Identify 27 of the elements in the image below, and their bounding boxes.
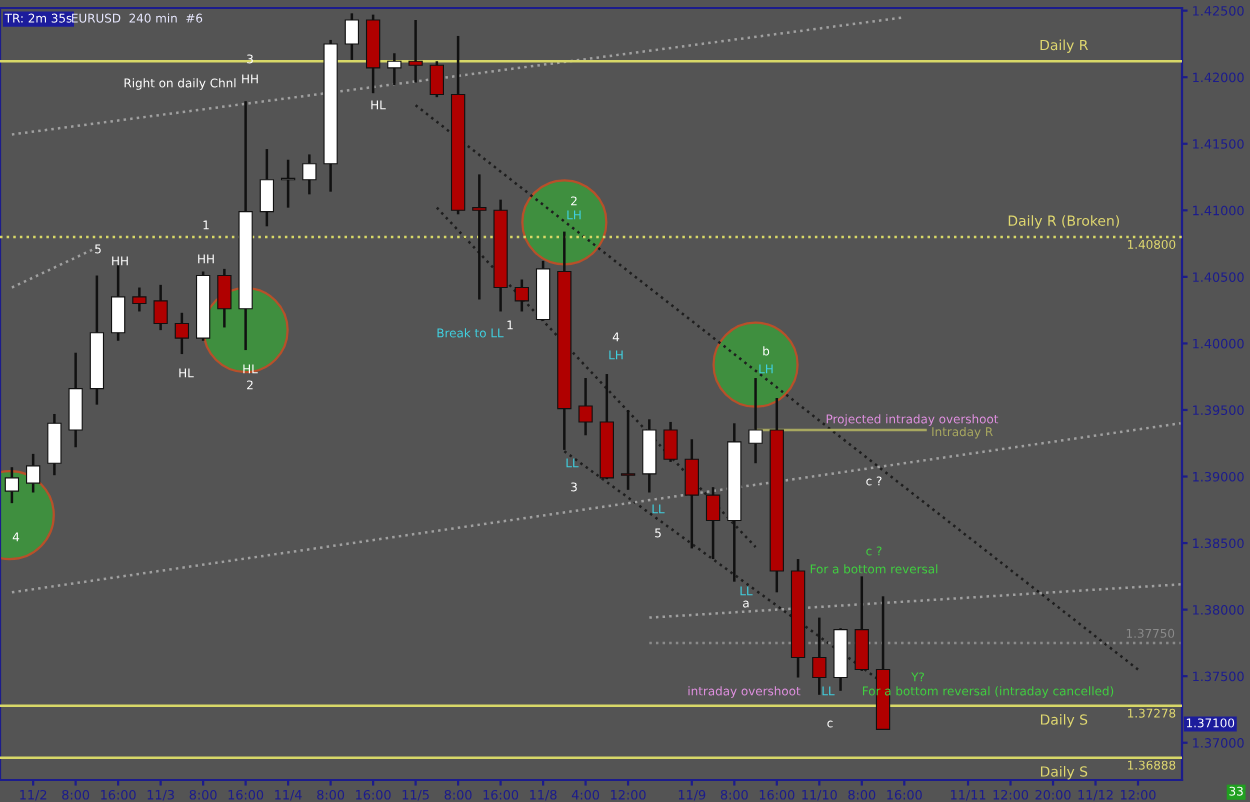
candlestick [365,13,381,95]
candlestick [748,376,763,465]
candlestick [408,18,423,84]
candlestick [132,286,147,313]
candlestick [259,147,275,228]
candlestick [429,59,444,99]
candlestick [705,485,721,561]
candlestick [26,452,41,494]
candlestick [153,283,168,332]
candlestick [578,376,593,437]
candlestick [684,438,699,550]
candlestick [110,263,126,343]
candlestick [68,351,83,449]
candlestick [302,153,317,196]
candlestick [387,52,402,87]
candlestick [854,575,869,673]
candlestick [47,412,62,477]
candlestick [663,420,678,464]
candlestick [174,311,190,356]
candlestick [833,627,848,693]
candlestick [620,408,636,492]
candlestick [217,267,232,329]
candlestick [344,12,360,62]
candlestick [514,278,529,313]
candlestick [642,418,657,494]
candlestick [472,173,487,301]
candlestick [4,465,20,505]
